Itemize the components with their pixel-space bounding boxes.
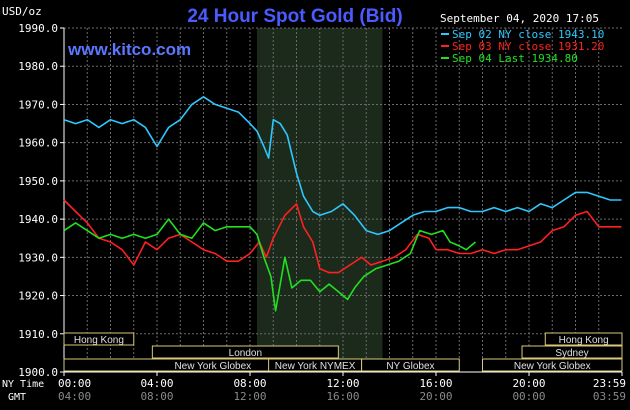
x-tick-label-gmt: 08:00 — [140, 390, 173, 403]
x-tick-label-gmt: 16:00 — [326, 390, 359, 403]
y-tick-label: 1940.0 — [18, 213, 58, 226]
legend-text-sep03: Sep 03 NY close 1931.20 — [452, 40, 604, 53]
y-tick-label: 1930.0 — [18, 251, 58, 264]
session-box — [544, 332, 623, 346]
session-label: New York Globex — [514, 361, 591, 372]
chart-title: 24 Hour Spot Gold (Bid) — [187, 6, 402, 27]
y-tick-label: 1960.0 — [18, 137, 58, 150]
session-box — [482, 358, 623, 372]
x-tick-label-gmt: 20:00 — [419, 390, 452, 403]
session-label: New York NYMEX — [275, 361, 356, 372]
x-tick-label-gmt: 04:00 — [58, 390, 91, 403]
plot-area: 1900.0 1910.0 1920.0 1930.0 1940.0 1950.0 1960… — [18, 22, 626, 403]
y-unit-label: USD/oz — [2, 5, 42, 18]
timestamp-label: September 04, 2020 17:05 — [440, 12, 599, 25]
session-box — [361, 358, 460, 372]
x-tick-label-ny: 12:00 — [326, 377, 359, 390]
session-label: New York Globex — [174, 361, 251, 372]
session-box — [63, 332, 135, 346]
y-tick-label: 1910.0 — [18, 328, 58, 341]
series-line-2 — [63, 218, 477, 312]
session-bar: Hong Kong — [63, 332, 135, 346]
x-tick-label-ny: 04:00 — [140, 377, 173, 390]
legend-text-sep02: Sep 02 NY close 1943.10 — [452, 28, 604, 41]
session-bar: Sydney — [521, 345, 623, 359]
series-line-1 — [63, 199, 622, 274]
y-tick-label: 1980.0 — [18, 60, 58, 73]
website-label[interactable]: www.kitco.com — [67, 40, 191, 59]
session-label: Hong Kong — [559, 335, 609, 346]
session-bar: London — [151, 345, 339, 359]
x-tick-label-ny: 08:00 — [233, 377, 266, 390]
session-bar: New York NYMEX — [268, 358, 363, 372]
session-box — [151, 345, 339, 359]
ny-time-row-label: NY Time — [2, 379, 44, 390]
x-tick-label-ny: 20:00 — [512, 377, 545, 390]
session-bar: NY Globex — [361, 358, 460, 372]
legend: Sep 02 NY close 1943.10 Sep 03 NY close … — [441, 28, 604, 65]
session-label: NY Globex — [386, 361, 434, 372]
session-label: Sydney — [555, 348, 588, 359]
x-tick-label-ny: 23:59 — [593, 377, 626, 390]
x-tick-label-gmt: 00:00 — [512, 390, 545, 403]
session-bar: New York Globex — [482, 358, 623, 372]
session-bar: Hong Kong — [544, 332, 623, 346]
y-tick-label: 1900.0 — [18, 366, 58, 379]
x-tick-label-ny: 16:00 — [419, 377, 452, 390]
session-label: London — [229, 348, 262, 359]
y-tick-label: 1920.0 — [18, 290, 58, 303]
session-box — [521, 345, 623, 359]
gmt-row-label: GMT — [8, 392, 26, 403]
y-tick-label: 1970.0 — [18, 98, 58, 111]
y-tick-label: 1950.0 — [18, 175, 58, 188]
y-tick-label: 1990.0 — [18, 22, 58, 35]
x-tick-label-ny: 00:00 — [58, 377, 91, 390]
series-line-0 — [63, 96, 622, 236]
x-tick-label-gmt: 03:59 — [593, 390, 626, 403]
session-label: Hong Kong — [74, 335, 124, 346]
x-tick-label-gmt: 12:00 — [233, 390, 266, 403]
legend-text-sep04: Sep 04 Last 1934.80 — [452, 52, 578, 65]
